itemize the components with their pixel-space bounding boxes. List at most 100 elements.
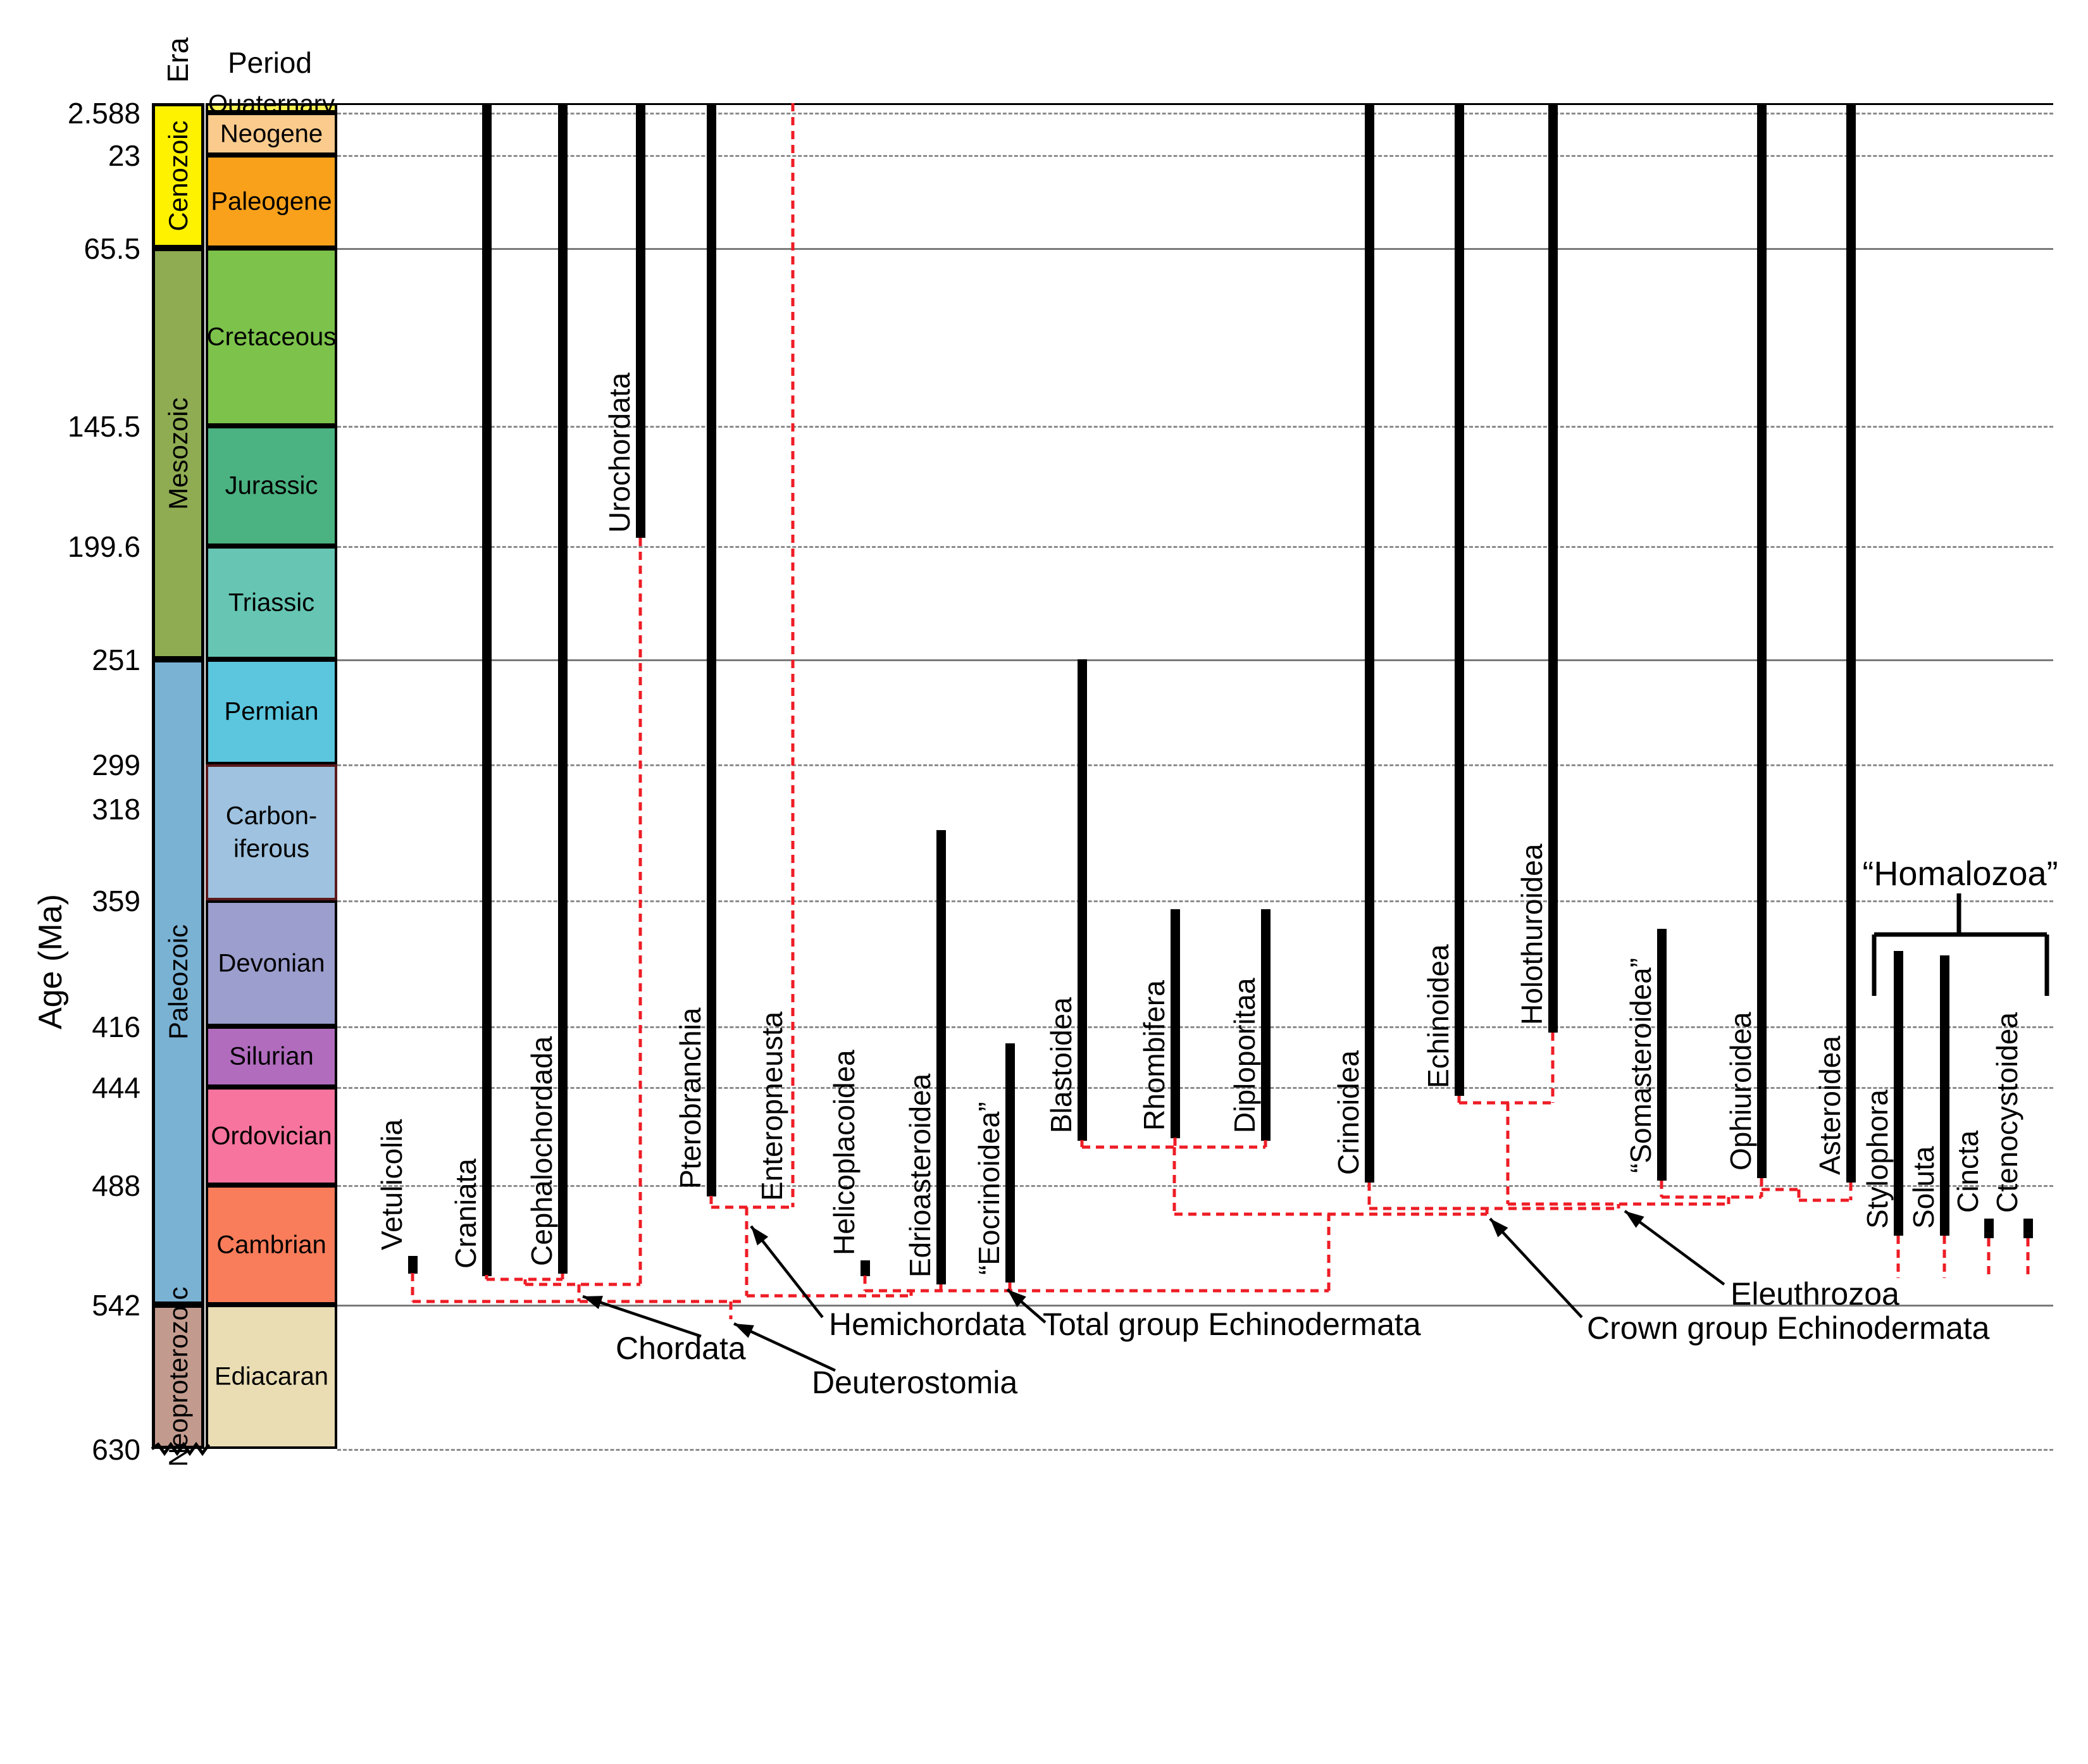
range-bar-eocrinoidea — [1005, 1043, 1015, 1283]
gridline-444 — [337, 1087, 2053, 1089]
period-block-quaternary — [206, 103, 337, 113]
range-bar-ophiuroidea — [1756, 103, 1767, 1179]
age-tick-145.5: 145.5 — [67, 410, 140, 443]
range-bar-vetulicolia — [407, 1256, 418, 1274]
era-column-zigzag-break — [151, 1441, 211, 1457]
clade-label-chordata: Chordata — [616, 1331, 746, 1366]
gridline-145.5 — [337, 426, 2053, 428]
period-block-ediacaran — [206, 1305, 337, 1449]
period-column-header: Period — [228, 46, 312, 79]
clade-label-eleuthrozoa: Eleuthrozoa — [1731, 1276, 1899, 1312]
range-bar-echinoidea — [1454, 103, 1464, 1096]
age-tick-416: 416 — [92, 1010, 140, 1043]
clade-label-crown-group-echinodermata: Crown group Echinodermata — [1587, 1310, 1990, 1346]
period-label-ordovician: Ordovician — [211, 1122, 332, 1150]
crown-group-echinodermata-arrow-shaft — [1489, 1217, 1583, 1319]
age-tick-2.588: 2.588 — [67, 97, 140, 130]
gridline-23 — [337, 155, 2053, 157]
age-tick-630: 630 — [92, 1433, 140, 1466]
gridline-251 — [337, 659, 2053, 661]
period-label-carboniferous: Carbon- — [225, 802, 318, 829]
period-block-cretaceous — [206, 248, 337, 426]
period-label-triassic: Triassic — [228, 588, 315, 616]
range-bar-helicoplacoidea — [860, 1260, 870, 1276]
period-label-ediacaran: Ediacaran — [214, 1362, 329, 1391]
range-bar-ctenocystoidea — [2023, 1218, 2033, 1238]
range-bar-pterobranchia — [706, 103, 716, 1196]
range-bar-holothuroidea — [1548, 103, 1558, 1033]
gridline-199.6 — [337, 546, 2053, 548]
period-block-silurian — [206, 1026, 337, 1087]
age-tick-359: 359 — [92, 885, 140, 917]
period-label-jurassic: Jurassic — [225, 471, 318, 500]
period-block-triassic — [206, 546, 337, 659]
gridline-542 — [337, 1305, 2053, 1307]
clade-label-homalozoa: “Homalozoa” — [1862, 855, 2058, 893]
period-block-ordovician — [206, 1087, 337, 1185]
range-bar-asteroidea — [1846, 103, 1856, 1183]
period-label-permian: Permian — [224, 697, 319, 726]
clade-label-deuterostomia: Deuterostomia — [812, 1365, 1018, 1400]
age-tick-23: 23 — [108, 139, 140, 172]
range-bar-craniata — [482, 103, 492, 1276]
crown-group-echinodermata-arrowhead — [1490, 1219, 1508, 1238]
range-bar-soluta — [1939, 955, 1949, 1236]
age-tick-65.5: 65.5 — [84, 232, 140, 265]
range-bar-stylophora — [1893, 951, 1903, 1236]
period-label-cambrian: Cambrian — [216, 1231, 326, 1258]
hemichordata-arrowhead — [751, 1226, 769, 1246]
period-label-carboniferous: iferous — [233, 835, 310, 862]
period-block-devonian — [206, 900, 337, 1026]
period-block-neogene — [206, 113, 337, 155]
range-bar-edrioasteroidea — [936, 829, 946, 1285]
period-block-carboniferous — [206, 764, 337, 900]
chordata-arrow-shaft — [582, 1295, 702, 1338]
gridline-2.588 — [337, 113, 2053, 115]
age-tick-488: 488 — [92, 1169, 140, 1202]
age-tick-542: 542 — [92, 1289, 140, 1322]
age-tick-444: 444 — [92, 1071, 140, 1104]
period-label-paleogene: Paleogene — [211, 187, 332, 215]
gridline-416 — [337, 1026, 2053, 1028]
deuterostomia-arrowhead — [734, 1324, 754, 1338]
period-label-devonian: Devonian — [218, 949, 325, 977]
gridline-65.5 — [337, 248, 2053, 250]
period-block-cambrian — [206, 1185, 337, 1305]
range-bar-cincta — [1984, 1218, 1994, 1238]
hemichordata-arrow-shaft — [750, 1225, 824, 1319]
age-tick-318: 318 — [92, 793, 140, 826]
gridline-299 — [337, 764, 2053, 766]
period-block-permian — [206, 659, 337, 764]
plot-top-line — [337, 103, 2053, 105]
range-bar-crinoidea — [1364, 103, 1374, 1183]
eleuthrozoa-arrow-shaft — [1624, 1210, 1725, 1286]
age-tick-299: 299 — [92, 748, 140, 781]
range-bar-cephalochordada — [557, 103, 568, 1274]
clade-label-hemichordata: Hemichordata — [829, 1307, 1026, 1342]
range-bar-blastoidea — [1077, 659, 1087, 1141]
age-tick-251: 251 — [92, 643, 140, 676]
chordata-arrowhead — [583, 1296, 603, 1310]
period-block-paleogene — [206, 155, 337, 248]
gridline-359 — [337, 900, 2053, 902]
clade-label-total-group-echinodermata: Total group Echinodermata — [1043, 1307, 1421, 1342]
gridline-488 — [337, 1185, 2053, 1187]
eleuthrozoa-arrowhead — [1625, 1211, 1644, 1228]
age-tick-199.6: 199.6 — [67, 530, 140, 563]
era-block-cenozoic — [152, 103, 204, 248]
period-label-cretaceous: Cretaceous — [206, 323, 337, 351]
period-block-jurassic — [206, 426, 337, 546]
range-bar-diploporitaa — [1260, 909, 1271, 1141]
era-block-neoproterozoic — [152, 1305, 204, 1449]
total-group-echinodermata-arrowhead — [1007, 1289, 1026, 1307]
period-label-neogene: Neogene — [220, 120, 323, 147]
era-block-paleozoic — [152, 659, 204, 1305]
era-block-mesozoic — [152, 248, 204, 659]
range-bar-urochordata — [635, 103, 645, 538]
range-bar-rhombifera — [1170, 909, 1180, 1138]
gridline-630 — [337, 1449, 2053, 1451]
period-label-silurian: Silurian — [229, 1042, 314, 1071]
range-bar-somasteroidea — [1656, 929, 1667, 1181]
